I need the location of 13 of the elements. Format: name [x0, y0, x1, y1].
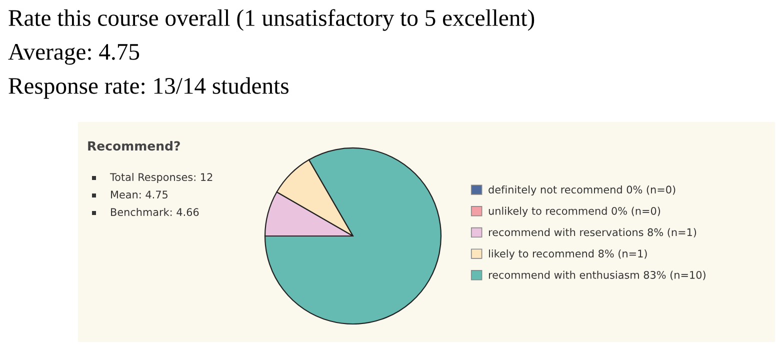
text: Total Responses: 12	[110, 172, 212, 184]
legend-label: unlikely to recommend 0% (n=0)	[488, 206, 660, 217]
legend-label: likely to recommend 8% (n=1)	[489, 249, 647, 260]
text: Recommend?	[88, 140, 180, 151]
text: Benchmark: 4.66	[111, 208, 199, 216]
legend-label: recommend with enthusiasm 83% (n=10)	[488, 270, 706, 280]
legend-label: recommend with reservations 8% (n=1)	[488, 228, 696, 238]
pie-slice	[264, 147, 442, 325]
legend-label: definitely not recommend 0% (n=0)	[488, 185, 676, 196]
text: Response rate: 13/14 students	[8, 77, 288, 99]
text: Mean: 4.75	[111, 190, 168, 199]
text: Average: 4.75	[8, 44, 140, 65]
chart-title: Rate this course overall (1 unsatisfactory to 5 excellent)	[8, 9, 534, 31]
